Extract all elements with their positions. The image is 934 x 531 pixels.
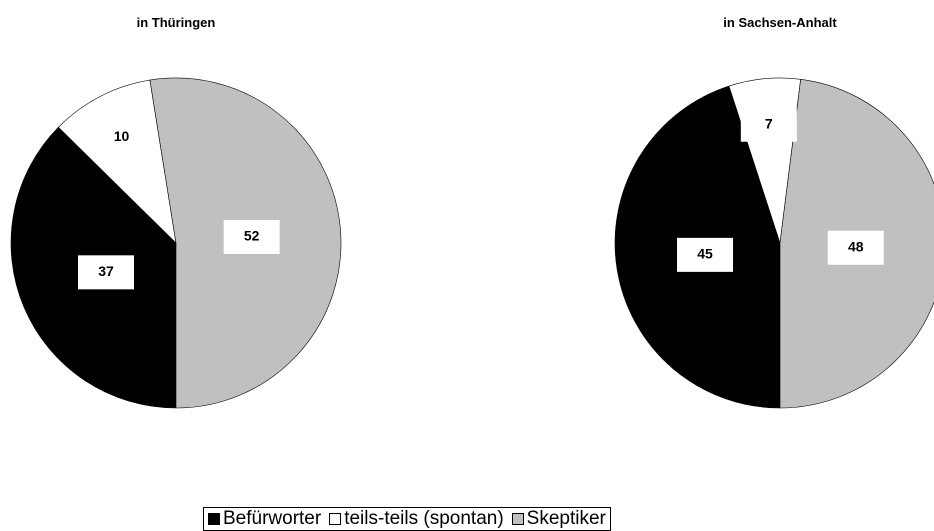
label-box	[827, 230, 884, 265]
label-box	[223, 219, 280, 254]
label-box	[93, 120, 150, 155]
legend: Befürworter teils-teils (spontan) Skeptike…	[203, 507, 611, 531]
data-label: 45	[697, 246, 713, 262]
legend-swatch	[329, 513, 342, 525]
legend-label: teils-teils (spontan)	[344, 508, 504, 529]
data-label: 37	[98, 263, 114, 279]
legend-swatch	[208, 513, 220, 525]
label-box	[677, 237, 734, 272]
chart-title: in Sachsen-Anhalt	[723, 15, 837, 30]
data-label: 10	[114, 128, 130, 144]
legend-label: Skeptiker	[526, 508, 606, 529]
data-label: 7	[765, 115, 773, 131]
data-label: 52	[244, 228, 260, 244]
label-box	[740, 107, 797, 142]
legend-item: Befürworter	[208, 508, 321, 530]
legend-swatch	[511, 513, 524, 525]
legend-item: teils-teils (spontan)	[329, 508, 504, 530]
chart-title: in Thüringen	[137, 15, 216, 30]
legend-label: Befürworter	[223, 508, 322, 529]
legend-item: Skeptiker	[511, 508, 606, 530]
label-box	[77, 255, 134, 290]
data-label: 48	[848, 238, 864, 254]
